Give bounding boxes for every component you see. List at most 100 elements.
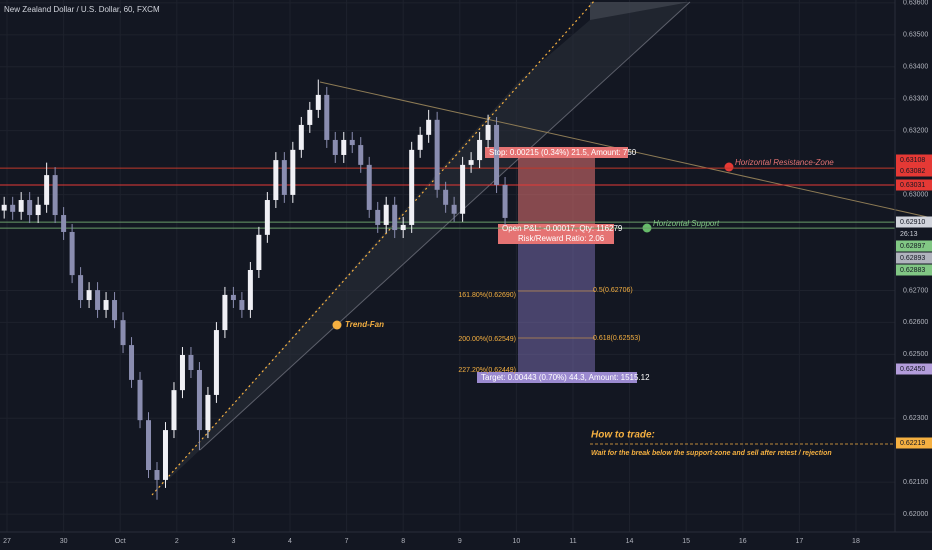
price-tag	[896, 216, 932, 228]
x-tick-label: 9	[458, 538, 462, 545]
x-tick-label: 4	[288, 538, 292, 545]
candle-body	[52, 175, 58, 216]
y-tick-label: 0.62500	[903, 351, 928, 358]
x-tick-label: 11	[569, 538, 576, 545]
rr-label: Risk/Reward Ratio: 2.06	[518, 234, 605, 243]
candle-body	[154, 470, 160, 480]
support-label: Horizontal Support	[653, 219, 720, 228]
price-tag-label: 0.62893	[900, 255, 925, 262]
candle-body	[366, 164, 372, 210]
y-tick-label: 0.63000	[903, 191, 928, 198]
candle-body	[205, 394, 211, 431]
stop-box	[485, 147, 628, 158]
candle-body	[137, 379, 143, 421]
candle-body	[400, 224, 406, 231]
candle-body	[120, 320, 126, 346]
fib-label: 0.5(0.62706)	[593, 287, 633, 294]
price-tag	[896, 240, 932, 252]
x-tick-label: 27	[3, 538, 11, 545]
candle-body	[434, 119, 440, 190]
y-tick-label: 0.62000	[903, 511, 928, 518]
candle-body	[417, 134, 423, 150]
price-tag	[896, 165, 932, 177]
candle-body	[247, 269, 253, 310]
candle-body	[171, 390, 177, 431]
chart-title: New Zealand Dollar / U.S. Dollar, 60, FX…	[4, 5, 160, 14]
stop-zone	[518, 148, 595, 226]
pnl-label: Open P&L: -0.00017, Qty: 116279	[502, 224, 623, 233]
candle-body	[256, 234, 262, 270]
candle-body	[78, 275, 84, 301]
candle-body	[315, 94, 321, 110]
fib-label: 200.00%(0.62549)	[458, 336, 516, 343]
candle-body	[281, 160, 287, 195]
x-tick-label: 17	[795, 538, 803, 545]
candle-body	[112, 300, 118, 321]
fan-dotted	[151, 0, 596, 496]
candle-body	[273, 160, 279, 201]
candle-body	[188, 354, 194, 371]
price-tag	[896, 437, 932, 449]
candle-body	[298, 124, 304, 150]
stop-label: Stop: 0.00215 (0.34%) 21.5, Amount: 750	[489, 148, 637, 157]
fan-top	[590, 2, 690, 20]
candle-body	[307, 109, 313, 125]
candle-body	[332, 139, 338, 155]
candle-body	[27, 200, 33, 216]
candle-body	[426, 119, 432, 135]
x-tick-label: Oct	[115, 538, 126, 545]
y-tick-label: 0.62100	[903, 479, 928, 486]
candle-body	[35, 204, 41, 216]
x-tick-label: 10	[512, 538, 520, 545]
y-tick-label: 0.63400	[903, 64, 928, 71]
target-zone	[518, 228, 595, 376]
price-tag-label: 0.62883	[900, 267, 925, 274]
x-tick-label: 3	[231, 538, 235, 545]
price-tag-label: 0.62219	[900, 440, 925, 447]
price-tag	[896, 179, 932, 191]
candle-body	[477, 139, 483, 161]
y-tick-label: 0.62300	[903, 415, 928, 422]
candle-body	[443, 189, 449, 205]
candle-body	[494, 124, 500, 186]
price-tag	[896, 363, 932, 375]
fan-label: Trend-Fan	[345, 320, 384, 329]
price-tag	[896, 228, 932, 240]
price-tag-label: 0.62897	[900, 243, 925, 250]
candle-body	[146, 420, 152, 471]
fib-label: 161.80%(0.62690)	[458, 292, 516, 299]
candle-body	[358, 145, 364, 165]
candle-body	[179, 354, 185, 391]
candle-body	[409, 149, 415, 225]
x-tick-label: 8	[401, 538, 405, 545]
candle-body	[196, 370, 202, 431]
target-box	[477, 372, 637, 383]
candle-body	[103, 300, 109, 310]
resistance-label: Horizontal Resistance-Zone	[735, 158, 834, 167]
y-tick-label: 0.62600	[903, 319, 928, 326]
candle-body	[239, 300, 245, 310]
how-title: How to trade:	[591, 430, 655, 441]
candle-body	[502, 185, 508, 218]
candle-body	[69, 231, 75, 276]
candle-body	[341, 139, 347, 155]
price-tag-label: 0.62910	[900, 219, 925, 226]
candle-body	[383, 204, 389, 225]
x-tick-label: 2	[175, 538, 179, 545]
y-tick-label: 0.63600	[903, 0, 928, 7]
fib-label: 0.618(0.62553)	[593, 335, 640, 342]
candle-body	[129, 345, 135, 380]
x-tick-label: 16	[739, 538, 747, 545]
price-tag-label: 0.63108	[900, 157, 925, 164]
target-label: Target: 0.00443 (0.70%) 44.3, Amount: 15…	[481, 373, 650, 382]
candle-body	[213, 330, 219, 395]
y-tick-label: 0.63500	[903, 32, 928, 39]
candle-body	[1, 204, 7, 211]
how-text: Wait for the break below the support-zon…	[591, 450, 832, 457]
candle-body	[264, 200, 270, 235]
price-tag	[896, 252, 932, 264]
candle-body	[162, 430, 168, 480]
candle-body	[61, 215, 67, 232]
